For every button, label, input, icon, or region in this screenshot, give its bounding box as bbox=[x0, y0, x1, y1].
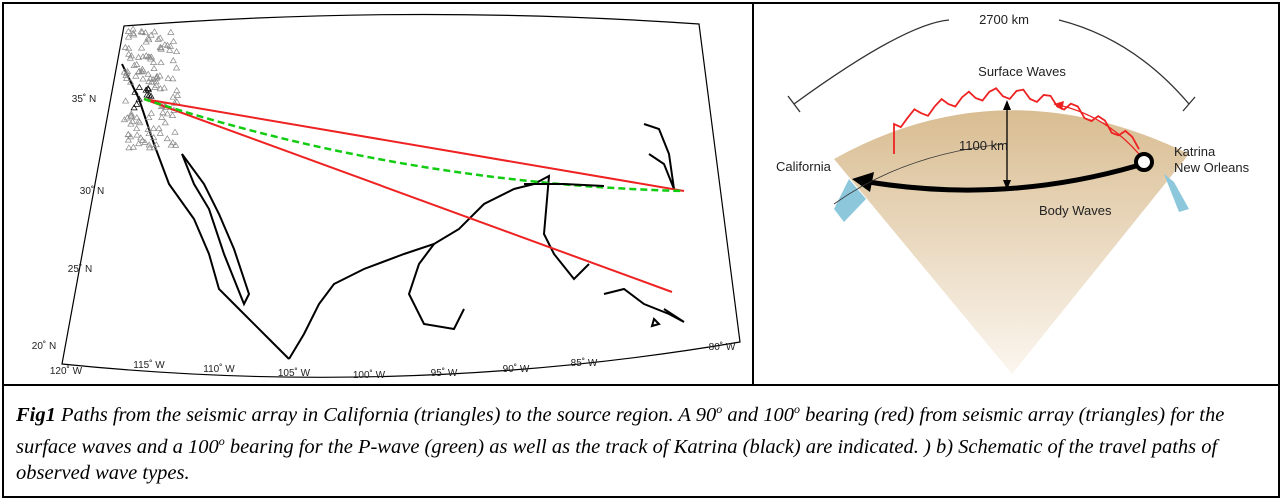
lon-label: 115˚ W bbox=[133, 359, 165, 371]
depth-label: 1100 km bbox=[959, 138, 1008, 153]
lon-label: 90˚ W bbox=[503, 363, 530, 375]
lon-label: 80˚ W bbox=[709, 341, 736, 353]
caption-text: Paths from the seismic array in Californ… bbox=[56, 404, 716, 426]
distance-arc bbox=[794, 20, 949, 104]
lat-label: 30˚ N bbox=[80, 185, 104, 197]
caption-label: Fig1 bbox=[16, 404, 56, 426]
east-label: Katrina bbox=[1174, 144, 1216, 159]
caption-text: and 100 bbox=[722, 404, 794, 426]
map-panel: 35˚ N 30˚ N 25˚ N 20˚ N 120˚ W 115˚ W 110˚ W 10… bbox=[4, 4, 750, 382]
lat-label: 20˚ N bbox=[32, 340, 56, 352]
lon-label: 110˚ W bbox=[203, 363, 235, 375]
ocean-east bbox=[1164, 174, 1189, 212]
lon-label: 105˚ W bbox=[278, 367, 311, 379]
lat-label: 35˚ N bbox=[72, 93, 96, 105]
lon-label: 95˚ W bbox=[431, 367, 458, 379]
figure-frame: 35˚ N 30˚ N 25˚ N 20˚ N 120˚ W 115˚ W 110˚ W 10… bbox=[2, 2, 1280, 498]
lat-label: 25˚ N bbox=[68, 263, 92, 275]
lon-label: 100˚ W bbox=[353, 369, 386, 381]
east-label: New Orleans bbox=[1174, 160, 1250, 175]
caption-divider bbox=[4, 384, 1278, 386]
lon-label: 85˚ W bbox=[571, 357, 598, 369]
body-label: Body Waves bbox=[1039, 203, 1112, 218]
source bbox=[1136, 154, 1152, 170]
map-frame bbox=[62, 14, 740, 377]
distance-label: 2700 km bbox=[979, 12, 1029, 27]
caption: Fig1 Paths from the seismic array in Cal… bbox=[16, 396, 1266, 486]
schematic-panel: 2700 km Surface Waves 1100 km California… bbox=[754, 4, 1282, 382]
lon-label: 120˚ W bbox=[50, 365, 83, 377]
west-label: California bbox=[776, 159, 832, 174]
arc-end bbox=[788, 96, 800, 112]
distance-arc bbox=[1059, 20, 1189, 104]
surface-label: Surface Waves bbox=[978, 64, 1066, 79]
